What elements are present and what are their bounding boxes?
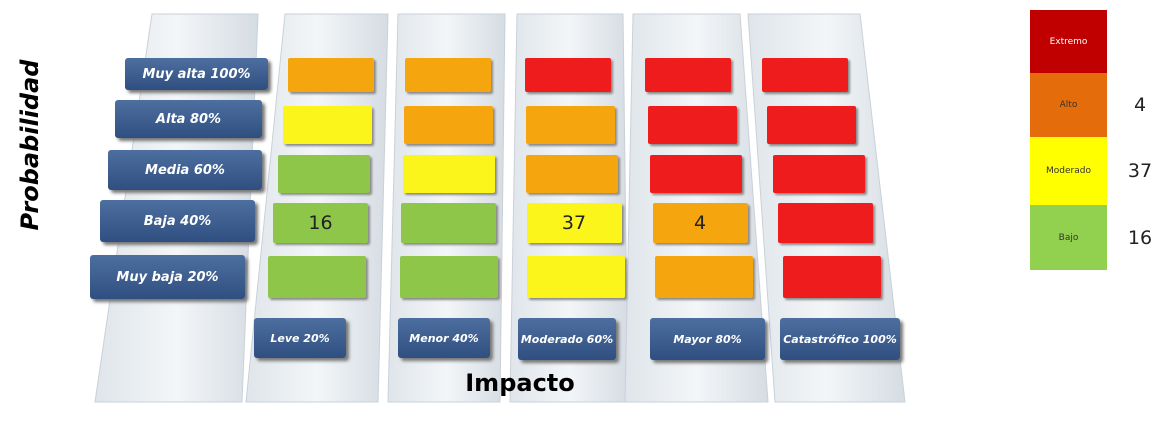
- risk-cell: [525, 58, 611, 92]
- legend-swatch: Alto: [1030, 73, 1107, 137]
- column-label: Menor 40%: [398, 318, 490, 358]
- risk-cell: [772, 155, 865, 193]
- column-label: Leve 20%: [254, 318, 346, 358]
- risk-cell: [403, 106, 493, 144]
- y-axis-label: Probabilidad: [16, 59, 44, 231]
- risk-cell: 4: [652, 203, 748, 243]
- column-label: Moderado 60%: [518, 318, 616, 360]
- risk-cell: 16: [273, 203, 368, 243]
- risk-cell: [783, 256, 881, 298]
- risk-cell: [401, 203, 497, 243]
- risk-cell: [288, 58, 374, 92]
- risk-cell: [268, 256, 366, 298]
- risk-cell: [647, 106, 737, 144]
- risk-cell: [525, 106, 615, 144]
- legend-count: 16: [1127, 226, 1153, 249]
- risk-cell: [526, 155, 618, 193]
- legend-swatch: Extremo: [1030, 10, 1107, 73]
- risk-cell: [283, 106, 372, 144]
- risk-cell: [402, 155, 495, 193]
- risk-cell: 37: [526, 203, 622, 243]
- row-label: Muy alta 100%: [125, 58, 268, 90]
- legend-swatch: Bajo: [1030, 205, 1107, 270]
- x-axis-label: Impacto: [465, 369, 575, 397]
- row-label: Media 60%: [108, 150, 262, 190]
- legend-count: 4: [1133, 94, 1147, 116]
- risk-cell: [767, 106, 857, 144]
- risk-cell: [400, 256, 498, 298]
- row-label: Baja 40%: [100, 200, 255, 242]
- risk-cell: [527, 256, 625, 298]
- legend-swatch: Moderado: [1030, 137, 1107, 205]
- risk-cell: [645, 58, 731, 92]
- risk-cell: [278, 155, 370, 193]
- legend-count: 37: [1127, 160, 1153, 182]
- risk-cell: [777, 203, 873, 243]
- risk-cell: [405, 58, 491, 92]
- row-label: Alta 80%: [115, 100, 262, 138]
- row-label: Muy baja 20%: [90, 255, 245, 299]
- column-label: Mayor 80%: [650, 318, 765, 360]
- risk-cell: [650, 155, 742, 193]
- column-label: Catastrófico 100%: [780, 318, 900, 360]
- risk-cell: [762, 58, 848, 92]
- risk-cell: [655, 256, 753, 298]
